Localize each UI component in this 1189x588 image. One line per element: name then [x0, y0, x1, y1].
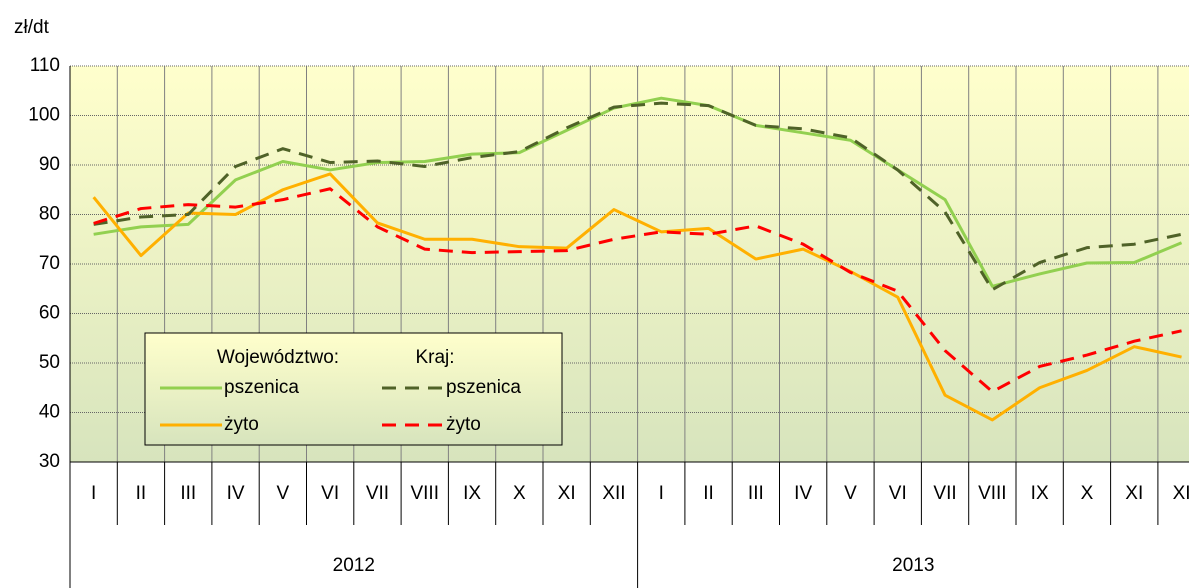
x-tick-label: VIII — [410, 483, 439, 504]
x-tick-label: VIII — [978, 483, 1007, 504]
y-tick-label: 40 — [39, 402, 60, 423]
y-tick-label: 60 — [39, 303, 60, 324]
x-tick-label: VI — [321, 483, 339, 504]
x-tick-label: IV — [794, 483, 812, 504]
y-tick-label: 50 — [39, 352, 60, 373]
y-tick-label: 80 — [39, 204, 60, 225]
legend-header: Kraj: — [415, 347, 454, 368]
y-tick-label: 30 — [39, 451, 60, 472]
x-tick-label: II — [703, 483, 714, 504]
x-tick-label: VII — [366, 483, 389, 504]
x-tick-label: X — [513, 483, 526, 504]
x-tick-label: XI — [558, 483, 576, 504]
x-tick-label: VII — [933, 483, 956, 504]
year-label: 2012 — [333, 555, 375, 576]
legend-label: żyto — [446, 414, 481, 435]
x-tick-label: XII — [602, 483, 625, 504]
legend-label: pszenica — [224, 377, 299, 398]
y-tick-label: 70 — [39, 253, 60, 274]
x-tick-label: III — [748, 483, 764, 504]
series-line — [92, 172, 1182, 422]
x-tick-label: X — [1081, 483, 1094, 504]
x-tick-label: I — [659, 483, 664, 504]
legend-header: Województwo: — [217, 347, 339, 368]
x-tick-label: II — [136, 483, 147, 504]
year-label: 2013 — [892, 555, 934, 576]
series-line — [93, 187, 1182, 394]
x-tick-label: III — [180, 483, 196, 504]
x-tick-label: VI — [889, 483, 907, 504]
y-tick-label: 110 — [30, 55, 60, 76]
x-tick-label: V — [277, 483, 290, 504]
legend-label: żyto — [224, 414, 259, 435]
x-tick-label: IX — [463, 483, 481, 504]
series-line — [93, 101, 1182, 292]
x-tick-label: V — [844, 483, 857, 504]
y-tick-label: 90 — [39, 154, 60, 175]
legend-label: pszenica — [446, 377, 521, 398]
y-tick-label: 100 — [28, 105, 60, 126]
x-tick-label: IX — [1031, 483, 1049, 504]
y-unit: zł/dt — [14, 17, 50, 38]
x-tick-label: XI — [1173, 483, 1189, 504]
x-tick-label: XI — [1125, 483, 1143, 504]
x-tick-label: I — [91, 483, 96, 504]
x-tick-label: IV — [227, 483, 245, 504]
